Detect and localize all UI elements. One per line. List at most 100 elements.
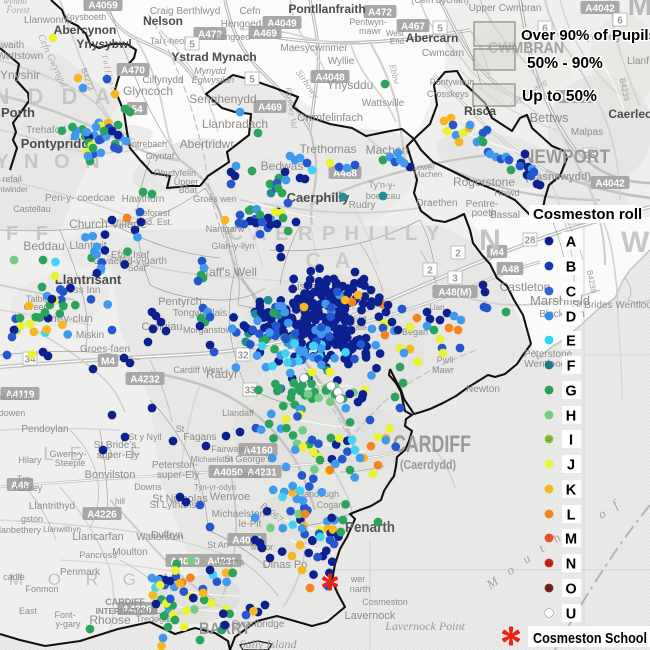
svg-text:Bassal: Bassal [490, 210, 520, 221]
svg-text:Morganstown: Morganstown [183, 325, 237, 335]
svg-text:Boat: Boat [179, 185, 198, 195]
svg-text:Cosmeston roll: Cosmeston roll [533, 206, 642, 223]
svg-text:A4119: A4119 [6, 390, 35, 401]
svg-text:End: End [390, 37, 404, 46]
svg-text:D: D [566, 310, 576, 326]
svg-text:Risca: Risca [464, 104, 496, 118]
svg-text:Tre-: Tre- [17, 474, 33, 484]
svg-text:Penarth: Penarth [345, 519, 395, 536]
svg-text:Gwern-y-: Gwern-y- [49, 449, 86, 459]
svg-text:Nantgarw: Nantgarw [206, 224, 245, 234]
svg-text:H: H [566, 409, 576, 425]
svg-text:mawr: mawr [359, 26, 381, 36]
svg-text:A467: A467 [401, 22, 425, 33]
svg-text:West: West [386, 29, 405, 38]
svg-text:Gwaelod-y-garth: Gwaelod-y-garth [93, 256, 167, 267]
svg-text:Michaelston-: Michaelston- [212, 509, 269, 520]
svg-text:28: 28 [524, 236, 536, 247]
svg-text:Peterston-: Peterston- [152, 460, 198, 471]
svg-text:Cardiff West: Cardiff West [173, 365, 223, 375]
svg-text:Fagans: Fagans [183, 432, 216, 443]
svg-text:Hawthorn: Hawthorn [122, 194, 165, 205]
svg-text:U: U [566, 607, 576, 623]
svg-text:super-Ely: super-Ely [157, 470, 199, 481]
svg-text:I: I [569, 433, 573, 449]
svg-text:A: A [566, 235, 577, 251]
svg-text:L E O F: L E O F [43, 444, 146, 464]
svg-text:M4: M4 [490, 248, 504, 259]
svg-text:Mawr: Mawr [432, 365, 454, 375]
svg-text:5: 5 [437, 24, 443, 35]
svg-text:Trethomas: Trethomas [300, 142, 357, 156]
svg-text:Efail Isaf: Efail Isaf [111, 250, 150, 261]
svg-text:Ynysboeth: Ynysboeth [64, 12, 107, 22]
svg-text:Hengoed: Hengoed [214, 32, 251, 42]
svg-text:Wattstown: Wattstown [0, 51, 43, 62]
svg-text:niwinder: niwinder [0, 185, 28, 194]
svg-text:Penmark: Penmark [60, 567, 101, 578]
svg-text:Cwmcarn: Cwmcarn [422, 48, 464, 59]
svg-text:poeth: poeth [471, 208, 496, 219]
svg-text:Pontywaun: Pontywaun [430, 77, 475, 87]
svg-text:A4231: A4231 [247, 468, 277, 479]
svg-text:Hengoed: Hengoed [221, 19, 262, 30]
svg-text:St Bride’s: St Bride’s [94, 440, 137, 451]
svg-text:M: M [628, 0, 650, 22]
svg-text:33: 33 [244, 386, 256, 397]
svg-text:Forest: Forest [5, 5, 30, 15]
svg-text:Aubrey: Aubrey [14, 483, 43, 493]
svg-text:Upper Cwmbran: Upper Cwmbran [469, 3, 542, 14]
svg-text:54: 54 [131, 105, 143, 116]
svg-text:Ynysybwl: Ynysybwl [76, 37, 131, 51]
svg-text:Bettws: Bettws [529, 110, 569, 125]
svg-text:Eglwysilan: Eglwysilan [192, 75, 235, 85]
svg-text:Abertridwr: Abertridwr [180, 137, 235, 151]
svg-text:y-gary: y-gary [55, 619, 81, 629]
svg-text:cadle: cadle [3, 572, 25, 582]
svg-text:Llanwithyn: Llanwithyn [43, 525, 81, 534]
svg-text:2: 2 [427, 266, 433, 277]
svg-text:B: B [566, 260, 576, 276]
svg-text:Rudry: Rudry [349, 200, 376, 211]
svg-text:Croesyceiliog: Croesyceiliog [560, 32, 620, 43]
svg-text:Swanbridge: Swanbridge [232, 619, 285, 630]
svg-text:A4050: A4050 [213, 468, 243, 479]
svg-text:C: C [566, 285, 577, 301]
svg-text:Steeple: Steeple [55, 458, 86, 468]
svg-text:A4050: A4050 [170, 557, 200, 568]
svg-text:Beddau: Beddau [23, 239, 64, 253]
svg-text:super-Ely: super-Ely [97, 450, 139, 461]
svg-text:A470: A470 [121, 66, 145, 77]
svg-text:Fairwater: Fairwater [211, 444, 249, 454]
svg-text:Dyffryn: Dyffryn [151, 530, 183, 541]
svg-text:Moulton: Moulton [112, 547, 148, 558]
svg-text:Rhiwd: Rhiwd [494, 188, 519, 198]
svg-text:A4055: A4055 [232, 536, 262, 547]
svg-text:Cefn: Cefn [239, 6, 260, 17]
svg-text:Castellau: Castellau [13, 204, 51, 214]
svg-text:M O R G A: M O R G A [9, 570, 181, 589]
svg-text:Pentrebach: Pentrebach [121, 139, 167, 149]
svg-text:wynno: wynno [3, 0, 27, 6]
svg-text:Nelson: Nelson [143, 14, 183, 28]
svg-text:A4048: A4048 [315, 73, 345, 84]
svg-text:A4049: A4049 [267, 19, 297, 30]
svg-text:gston: gston [21, 514, 43, 524]
svg-text:CARDIFF: CARDIFF [105, 597, 145, 607]
svg-text:CARDIFF: CARDIFF [393, 431, 471, 458]
svg-text:F: F [567, 359, 576, 375]
svg-text:Cosmeston: Cosmeston [362, 597, 408, 607]
svg-text:Green: Green [23, 302, 48, 312]
svg-text:Trehafod: Trehafod [26, 125, 66, 136]
svg-text:Michaelston: Michaelston [191, 455, 234, 464]
svg-text:6: 6 [617, 16, 623, 27]
svg-text:A4059: A4059 [88, 1, 118, 12]
svg-text:Cogan: Cogan [317, 500, 344, 510]
svg-text:Bonvilston: Bonvilston [85, 469, 136, 481]
svg-text:Caerphilly: Caerphilly [287, 190, 351, 205]
svg-text:Craig Berthlwyd: Craig Berthlwyd [150, 6, 221, 17]
svg-text:(Casnewydd): (Casnewydd) [525, 171, 591, 183]
svg-text:St y Nyll: St y Nyll [128, 432, 161, 442]
svg-text:Pontypridd: Pontypridd [21, 136, 90, 151]
svg-text:swaith: swaith [0, 40, 24, 51]
